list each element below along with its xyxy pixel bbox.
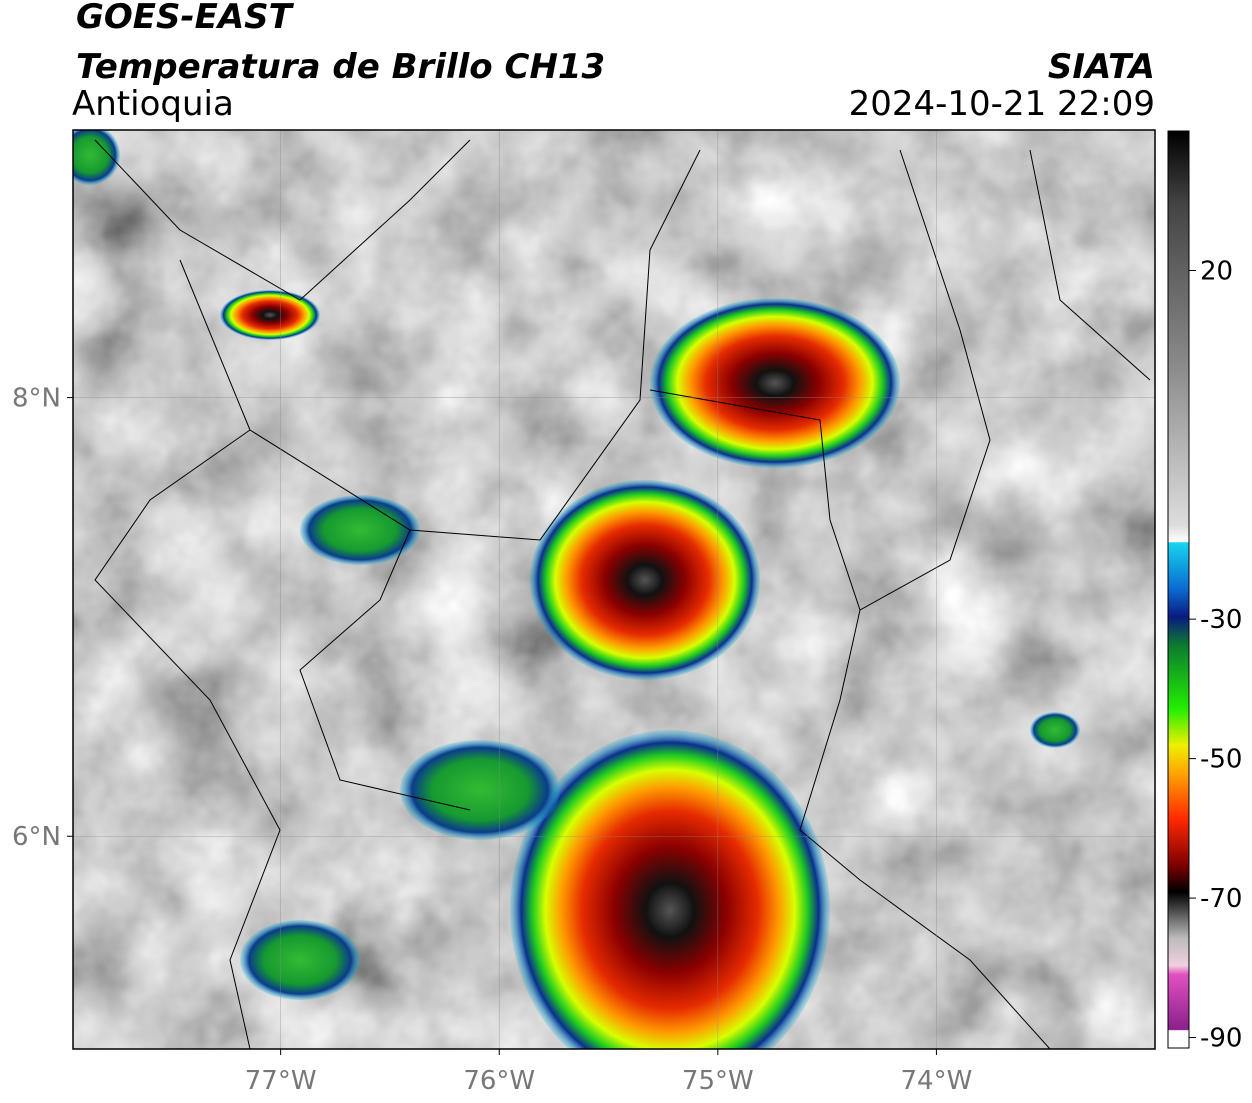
- cloud-cell: [1030, 712, 1080, 748]
- source: SIATA: [1048, 47, 1155, 87]
- boundaries: [94, 139, 1151, 1049]
- cloud-cell: [73, 130, 120, 185]
- storm-cell: [650, 298, 900, 468]
- storm-cell: [530, 480, 760, 680]
- colorbar-tick-label: -30: [1200, 605, 1242, 635]
- cloud-cell: [300, 495, 420, 565]
- cloud-cell: [240, 920, 360, 1000]
- timestamp: 2024-10-21 22:09: [849, 84, 1155, 124]
- x-tick-label: 75°W: [682, 1066, 754, 1096]
- title: GOES-EAST: [76, 0, 295, 37]
- map-image: [73, 130, 1155, 1049]
- cloud-cell: [220, 290, 320, 340]
- y-tick-label: 8°N: [12, 384, 61, 414]
- cloud-cell: [400, 740, 560, 840]
- colorbar-tick-label: 20: [1200, 256, 1233, 286]
- x-tick-label: 76°W: [463, 1066, 535, 1096]
- y-tick-label: 6°N: [12, 822, 61, 852]
- colorbar-tick-label: -90: [1200, 1024, 1242, 1054]
- subtitle: Temperatura de Brillo CH13: [76, 47, 605, 87]
- plot-frame: [72, 129, 1156, 1050]
- colorbar-tick-label: -50: [1200, 745, 1242, 775]
- x-tick-label: 77°W: [245, 1066, 317, 1096]
- region: Antioquia: [72, 84, 234, 124]
- storm-cell: [510, 730, 830, 1049]
- x-tick-label: 74°W: [901, 1066, 973, 1096]
- colorbar-tick-label: -70: [1200, 884, 1242, 914]
- colorbar: [1167, 130, 1190, 1049]
